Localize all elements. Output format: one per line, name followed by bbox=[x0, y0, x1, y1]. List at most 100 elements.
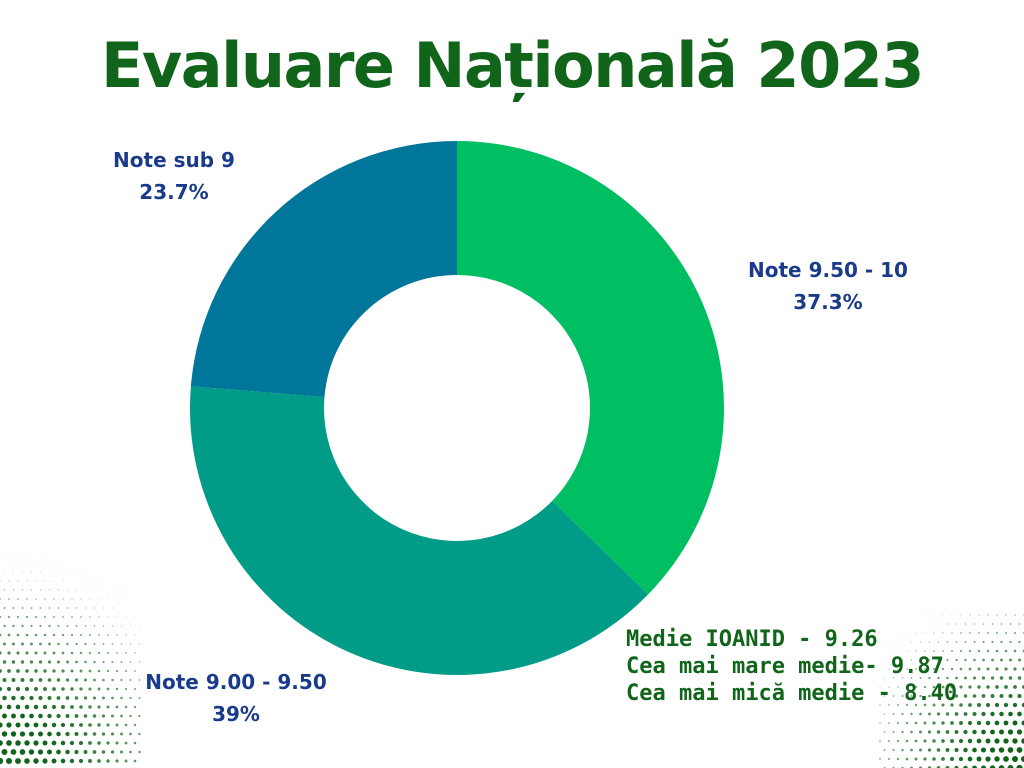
decor-dot bbox=[30, 624, 33, 628]
decor-dot bbox=[69, 758, 75, 764]
decor-dot bbox=[35, 598, 37, 600]
decor-dot bbox=[918, 748, 923, 752]
decor-dot bbox=[995, 667, 999, 671]
decor-dot bbox=[112, 589, 113, 591]
decor-dot bbox=[919, 730, 922, 734]
decor-dot bbox=[994, 756, 1000, 762]
decor-dot bbox=[115, 741, 119, 745]
decor-dot bbox=[893, 659, 894, 661]
decor-dot bbox=[93, 660, 96, 664]
decor-dot bbox=[977, 649, 981, 653]
decor-dot bbox=[1004, 649, 1008, 653]
decor-dot bbox=[986, 649, 990, 653]
decor-dot bbox=[883, 749, 886, 751]
decor-dot bbox=[33, 758, 39, 764]
decor-dot bbox=[12, 642, 15, 646]
decor-dot bbox=[967, 720, 973, 726]
decor-dot bbox=[111, 660, 114, 664]
decor-dot bbox=[52, 687, 56, 691]
decor-dot bbox=[65, 731, 70, 737]
decor-dot bbox=[17, 562, 19, 564]
decor-dot bbox=[74, 731, 79, 737]
decor-dot bbox=[48, 624, 51, 628]
decor-dot bbox=[950, 667, 954, 671]
decor-dot bbox=[968, 667, 972, 671]
decor-dot bbox=[51, 722, 57, 728]
decor-dot bbox=[994, 702, 1000, 708]
decor-dot bbox=[981, 747, 986, 753]
decor-dot bbox=[15, 722, 21, 728]
decor-dot bbox=[914, 703, 918, 707]
decor-dot bbox=[1005, 614, 1007, 616]
decor-dot bbox=[47, 678, 52, 682]
decor-dot bbox=[70, 651, 74, 655]
decor-dot bbox=[71, 616, 73, 618]
decor-dot bbox=[79, 723, 83, 727]
decor-dot bbox=[879, 686, 881, 688]
decor-dot bbox=[995, 685, 999, 689]
decor-dot bbox=[56, 731, 61, 737]
decor-dot bbox=[8, 598, 10, 600]
decor-dot bbox=[20, 713, 25, 719]
decor-dot bbox=[120, 625, 123, 627]
decor-dot bbox=[129, 732, 132, 736]
decor-dot bbox=[65, 749, 70, 755]
decor-dot bbox=[928, 659, 931, 661]
decor-dot bbox=[1000, 658, 1003, 662]
decor-dot bbox=[22, 553, 23, 555]
decor-dot bbox=[897, 686, 899, 688]
decor-dot bbox=[945, 694, 950, 698]
decor-dot bbox=[901, 730, 904, 734]
decor-dot bbox=[879, 704, 881, 706]
decor-dot bbox=[60, 740, 66, 746]
decor-dot bbox=[911, 641, 912, 643]
decor-dot bbox=[51, 704, 57, 710]
decor-dot bbox=[914, 757, 918, 761]
decor-dot bbox=[902, 623, 903, 625]
decor-dot bbox=[991, 623, 994, 625]
decor-dot bbox=[1012, 702, 1018, 708]
decor-dot bbox=[932, 703, 936, 707]
decor-dot bbox=[133, 759, 137, 763]
decor-dot bbox=[47, 731, 52, 737]
decor-dot bbox=[26, 562, 28, 564]
decor-dot bbox=[89, 580, 91, 582]
decor-dot bbox=[932, 721, 936, 725]
decor-dot bbox=[10, 749, 17, 755]
decor-dot bbox=[30, 642, 33, 646]
decor-dot bbox=[62, 616, 64, 618]
decor-dot bbox=[972, 694, 977, 698]
decor-dot bbox=[83, 750, 88, 754]
decor-dot bbox=[106, 741, 110, 745]
decor-dot bbox=[47, 695, 52, 701]
decor-dot bbox=[60, 722, 66, 728]
decor-dot bbox=[959, 685, 963, 689]
decor-dot bbox=[1017, 711, 1022, 717]
decor-dot bbox=[0, 651, 2, 655]
decor-dot bbox=[138, 661, 141, 663]
decor-dot bbox=[0, 580, 1, 582]
decor-dot bbox=[937, 641, 940, 643]
decor-dot bbox=[84, 607, 87, 609]
decor-dot bbox=[985, 756, 991, 762]
decor-dot bbox=[982, 623, 985, 625]
decor-dot bbox=[915, 668, 917, 670]
decor-dot bbox=[923, 685, 927, 689]
decor-dot bbox=[946, 676, 949, 680]
decor-dot bbox=[38, 713, 43, 719]
decor-dot bbox=[116, 634, 118, 636]
decorative-dots bbox=[0, 553, 1024, 768]
decor-dot bbox=[901, 695, 904, 697]
decor-dot bbox=[49, 571, 50, 573]
decor-dot bbox=[996, 632, 998, 634]
decor-dot bbox=[103, 589, 104, 591]
decor-dot bbox=[39, 642, 42, 646]
decor-dot bbox=[942, 650, 944, 652]
decor-dot bbox=[21, 642, 24, 646]
decor-dot bbox=[919, 641, 922, 643]
decor-dot bbox=[133, 687, 137, 691]
decor-dot bbox=[963, 747, 968, 753]
decor-dot bbox=[6, 722, 12, 728]
decor-dot bbox=[954, 712, 959, 716]
decor-dot bbox=[963, 765, 968, 768]
